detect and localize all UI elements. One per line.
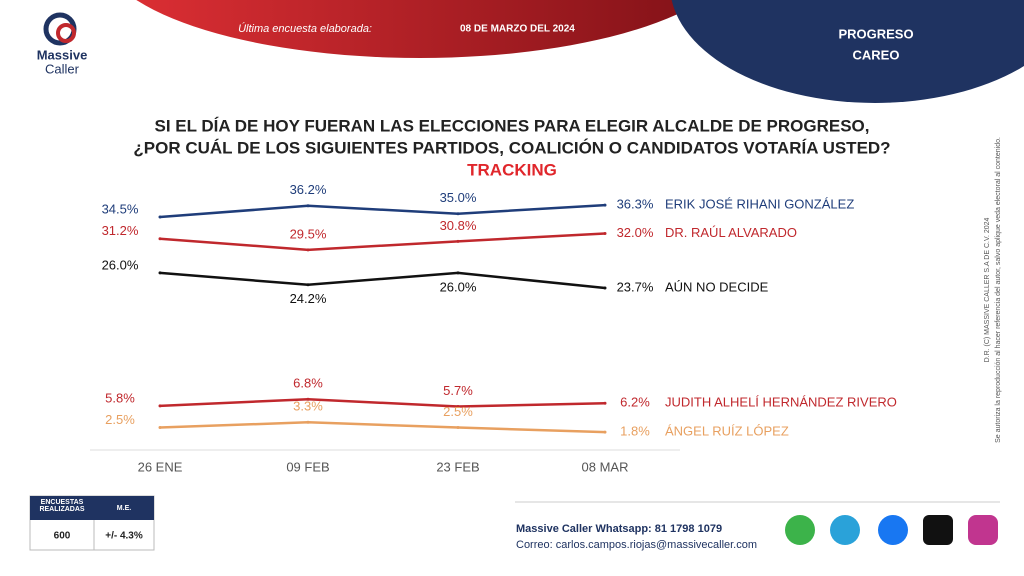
value-label: 26.0% [440, 279, 477, 294]
point [158, 237, 162, 241]
line [159, 398, 606, 408]
logo-ring [56, 23, 76, 43]
value-label: 36.3% [617, 197, 654, 212]
point [603, 401, 607, 405]
table-header-text: M.E. [117, 505, 131, 512]
series-label: ÁNGEL RUÍZ LÓPEZ [665, 424, 789, 439]
logo-text: Massive [37, 47, 88, 62]
line [159, 421, 606, 434]
series-label: AÚN NO DECIDE [665, 279, 769, 294]
point [158, 404, 162, 408]
x-tick-label: 23 FEB [436, 459, 479, 474]
value-label: 24.2% [290, 291, 327, 306]
point [456, 212, 460, 216]
series-label: JUDITH ALHELÍ HERNÁNDEZ RIVERO [665, 395, 897, 410]
point [306, 248, 310, 252]
x-tick-label: 08 MAR [582, 459, 629, 474]
point [306, 204, 310, 208]
value-label: 32.0% [617, 225, 654, 240]
value-label: 29.5% [290, 226, 327, 241]
value-label: 31.2% [102, 223, 139, 238]
value-label: 1.8% [620, 424, 650, 439]
instagram-icon[interactable] [968, 515, 998, 545]
plot: 26 ENE 09 FEB 23 FEB 08 MAR 34.5% 36.2% 35.0% 3… [102, 182, 897, 474]
value-label: 5.7% [443, 383, 473, 398]
value-label: 3.3% [293, 399, 323, 414]
point [603, 231, 607, 235]
value-label: 26.0% [102, 257, 139, 272]
logo-text: Caller [45, 61, 80, 76]
x-tick-label: 09 FEB [286, 459, 329, 474]
table-cell-text: 600 [54, 531, 71, 542]
point [158, 271, 162, 275]
line [159, 271, 606, 290]
side-note-line: Se autoriza la reproducción al hacer ref… [995, 137, 1002, 443]
header-circle [671, 0, 1024, 103]
series-label: ERIK JOSÉ RIHANI GONZÁLEZ [665, 197, 854, 212]
sample-table: ENCUESTAS REALIZADAS M.E. 600 +/- 4.3% [29, 495, 155, 551]
x-tick-label: 26 ENE [138, 459, 183, 474]
footer-whatsapp: Massive Caller Whatsapp: 81 1798 1079 [516, 523, 722, 535]
section: CAREO [853, 47, 900, 62]
table-cell-text: +/- 4.3% [105, 531, 143, 542]
point [603, 430, 607, 434]
chart-title: SI EL DÍA DE HOY FUERAN LAS ELECCIONES P… [154, 116, 869, 135]
point [306, 397, 310, 401]
point [306, 283, 310, 287]
table-header-text: ENCUESTAS REALIZADAS [39, 499, 85, 513]
value-label: 30.8% [440, 218, 477, 233]
chart-subtitle: TRACKING [467, 160, 557, 179]
survey-date: 08 DE MARZO DEL 2024 [460, 24, 575, 35]
point [306, 420, 310, 424]
line [159, 232, 606, 252]
side-note: D.R. (C) MASSIVE CALLER S.A DE C.V. 2024… [984, 137, 1002, 443]
point [456, 239, 460, 243]
chart-title: ¿POR CUÁL DE LOS SIGUIENTES PARTIDOS, CO… [133, 138, 890, 157]
value-label: 23.7% [617, 279, 654, 294]
value-label: 34.5% [102, 201, 139, 216]
series-label: DR. RAÚL ALVARADO [665, 225, 797, 240]
side-note-line: D.R. (C) MASSIVE CALLER S.A DE C.V. 2024 [984, 217, 991, 362]
logo: Massive Caller [37, 12, 88, 76]
whatsapp-icon[interactable] [785, 515, 815, 545]
telegram-icon[interactable] [830, 515, 860, 545]
point [603, 203, 607, 207]
social-icons [785, 515, 998, 545]
point [158, 426, 162, 430]
value-label: 36.2% [290, 182, 327, 197]
value-label: 35.0% [440, 190, 477, 205]
survey-label: Última encuesta elaborada: [238, 22, 372, 35]
point [603, 286, 607, 290]
value-label: 6.2% [620, 395, 650, 410]
point [158, 215, 162, 219]
value-label: 2.5% [105, 412, 135, 427]
facebook-icon[interactable] [878, 515, 908, 545]
point [456, 271, 460, 275]
place: PROGRESO [838, 26, 913, 41]
point [456, 404, 460, 408]
table-cell: ENCUESTAS REALIZADAS [39, 499, 85, 513]
header-band [136, 0, 704, 58]
footer-email: Correo: carlos.campos.riojas@massivecall… [516, 539, 757, 551]
point [456, 426, 460, 430]
line [159, 203, 606, 219]
value-label: 2.5% [443, 404, 473, 419]
value-label: 5.8% [105, 390, 135, 405]
table-header [30, 496, 154, 520]
value-label: 6.8% [293, 376, 323, 391]
x-icon[interactable] [923, 515, 953, 545]
